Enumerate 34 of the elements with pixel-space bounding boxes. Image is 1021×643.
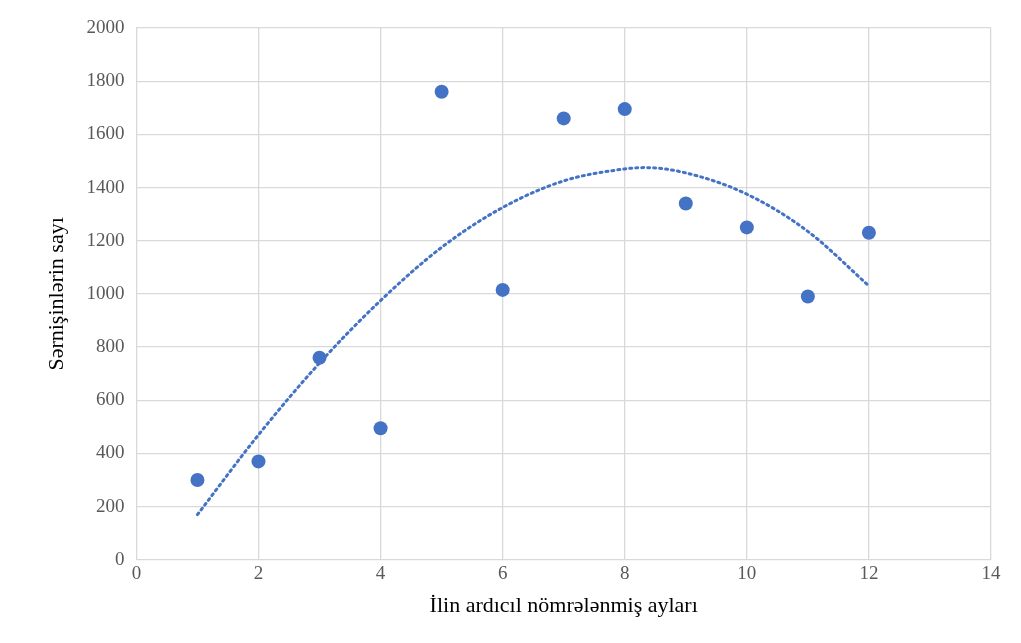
x-tick-label: 14 (981, 562, 1001, 584)
y-tick-label: 1200 (86, 228, 125, 250)
line-series (195, 166, 871, 517)
x-tick-label: 8 (619, 562, 630, 584)
x-tick-label: 12 (859, 562, 879, 584)
y-tick-label: 1800 (86, 69, 125, 91)
point (617, 102, 632, 117)
y-tick-label: 2000 (86, 15, 125, 37)
y-tick-label: 200 (95, 494, 125, 516)
y-tick-label: 600 (95, 388, 125, 410)
x-axis-title: İlin ardıcıl nömrələnmiş ayları (429, 591, 698, 617)
point (312, 350, 327, 365)
point (373, 421, 388, 436)
point (800, 289, 815, 304)
y-tick-label: 400 (95, 441, 125, 463)
y-tick-label: 1400 (86, 175, 125, 197)
point (434, 84, 449, 99)
x-tick-label: 0 (131, 562, 142, 584)
y-tick-label: 800 (95, 335, 125, 357)
point (495, 282, 510, 297)
y-tick-label: 1600 (86, 122, 125, 144)
x-tick-label: 10 (737, 562, 757, 584)
point (556, 111, 571, 126)
y-tick-label: 1000 (86, 281, 125, 303)
y-tick-label: 0 (114, 547, 125, 569)
point (251, 454, 266, 469)
point (861, 225, 876, 240)
point (190, 473, 205, 488)
x-tick-label: 2 (253, 562, 264, 584)
x-tick-label: 4 (375, 562, 386, 584)
x-tick-label: 6 (497, 562, 508, 584)
point (678, 196, 693, 211)
y-axis-title: Sərnişinlərin sayı (42, 217, 68, 371)
point (739, 220, 754, 235)
